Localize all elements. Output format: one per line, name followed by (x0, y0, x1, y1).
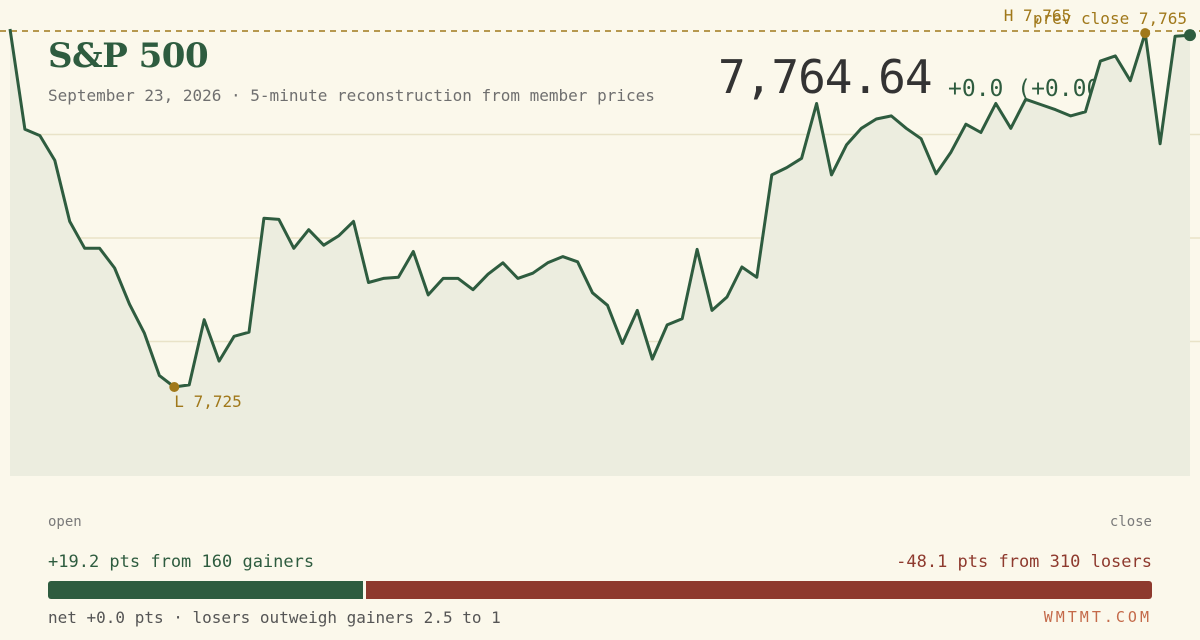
current-price: 7,764.64 (718, 50, 933, 104)
net-summary: net +0.0 pts · losers outweigh gainers 2… (48, 608, 501, 627)
gainers-summary: +19.2 pts from 160 gainers (48, 552, 315, 572)
page-title: S&P 500 (48, 36, 209, 76)
bar-divider (362, 581, 366, 599)
last-point-marker (1184, 29, 1196, 42)
price-line (8, 28, 1191, 389)
losers-summary: -48.1 pts from 310 losers (896, 552, 1152, 572)
x-start-label: open (48, 514, 82, 530)
high-label: H 7,765 (1004, 6, 1071, 25)
x-end-label: close (1109, 514, 1152, 530)
breadth-bar (48, 581, 1152, 599)
price-area-fill (10, 29, 1190, 476)
low-label: L 7,725 (174, 392, 241, 411)
page-subtitle: September 23, 2026 · 5-minute reconstruc… (48, 86, 655, 105)
intraday-chart: prev close 7,765 H 7,765 L 7,725 (0, 6, 1200, 476)
brand-logo-text: WMTMT.COM (1043, 608, 1152, 626)
markers (169, 28, 1196, 393)
prev-close-label: prev close 7,765 (1033, 9, 1187, 28)
low-point-marker (169, 382, 180, 393)
losers-bar-segment (365, 581, 1152, 599)
high-point-marker (1140, 28, 1151, 39)
gainers-bar-segment (48, 581, 363, 599)
